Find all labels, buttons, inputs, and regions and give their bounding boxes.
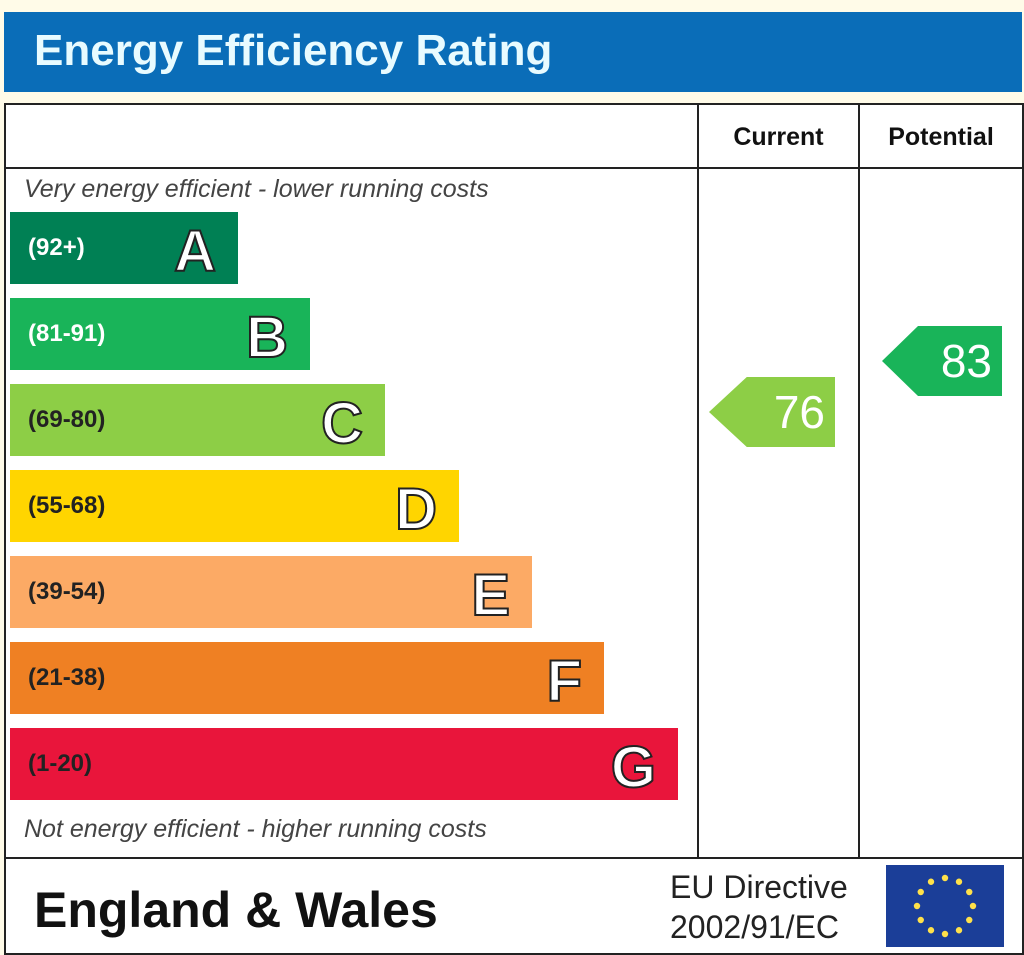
- star-icon: [941, 874, 949, 882]
- band-range: (21-38): [28, 664, 106, 691]
- note-top: Very energy efficient - lower running co…: [24, 175, 489, 203]
- title-bar: Energy Efficiency Rating: [4, 12, 1022, 92]
- potential-rating-value: 83: [940, 335, 992, 387]
- star-icon: [966, 888, 973, 896]
- current-rating-value: 76: [773, 386, 825, 438]
- band-b: (81-91) B: [10, 298, 310, 371]
- band-letter: F: [546, 648, 583, 715]
- band-letter: D: [394, 476, 438, 543]
- directive-line2: 2002/91/EC: [670, 909, 840, 945]
- band-range: (81-91): [28, 320, 106, 347]
- star-icon: [966, 916, 973, 924]
- footer: England & Wales EU Directive 2002/91/EC: [6, 859, 1022, 953]
- band-e: (39-54) E: [10, 556, 532, 629]
- divider: [858, 105, 860, 859]
- potential-rating-arrow: 83: [882, 326, 1002, 396]
- current-rating-arrow: 76: [709, 377, 835, 447]
- band-letter: B: [245, 304, 289, 371]
- star-icon: [913, 902, 921, 910]
- band-range: (55-68): [28, 492, 106, 519]
- divider: [6, 857, 1022, 859]
- column-header-potential: Potential: [888, 123, 994, 151]
- eu-flag-icon: [886, 865, 1004, 947]
- column-header-current: Current: [733, 123, 824, 151]
- band-f: (21-38) F: [10, 642, 604, 715]
- chart-title: Energy Efficiency Rating: [34, 26, 553, 75]
- region-label: England & Wales: [34, 882, 438, 938]
- band-a: (92+) A: [10, 212, 238, 285]
- eu-directive: EU Directive 2002/91/EC: [670, 867, 848, 947]
- star-icon: [917, 916, 924, 924]
- band-letter: E: [470, 562, 511, 629]
- band-letter: C: [320, 390, 364, 457]
- directive-line1: EU Directive: [670, 869, 848, 905]
- note-bottom: Not energy efficient - higher running co…: [24, 815, 487, 843]
- band-range: (1-20): [28, 750, 93, 777]
- star-icon: [955, 927, 963, 934]
- band-d: (55-68) D: [10, 470, 459, 543]
- star-icon: [917, 888, 924, 896]
- star-icon: [927, 878, 935, 885]
- star-icon: [941, 930, 949, 938]
- band-g: (1-20) G: [10, 728, 678, 801]
- star-icon: [927, 927, 935, 934]
- band-range: (39-54): [28, 578, 106, 605]
- rating-table: Current Potential Very energy efficient …: [4, 103, 1024, 955]
- band-range: (92+): [28, 234, 85, 261]
- band-letter: A: [173, 218, 217, 285]
- divider: [697, 105, 699, 859]
- star-icon: [969, 902, 977, 910]
- band-letter: G: [610, 734, 657, 801]
- divider: [6, 167, 1022, 169]
- star-icon: [955, 878, 963, 885]
- band-range: (69-80): [28, 406, 106, 433]
- band-c: (69-80) C: [10, 384, 385, 457]
